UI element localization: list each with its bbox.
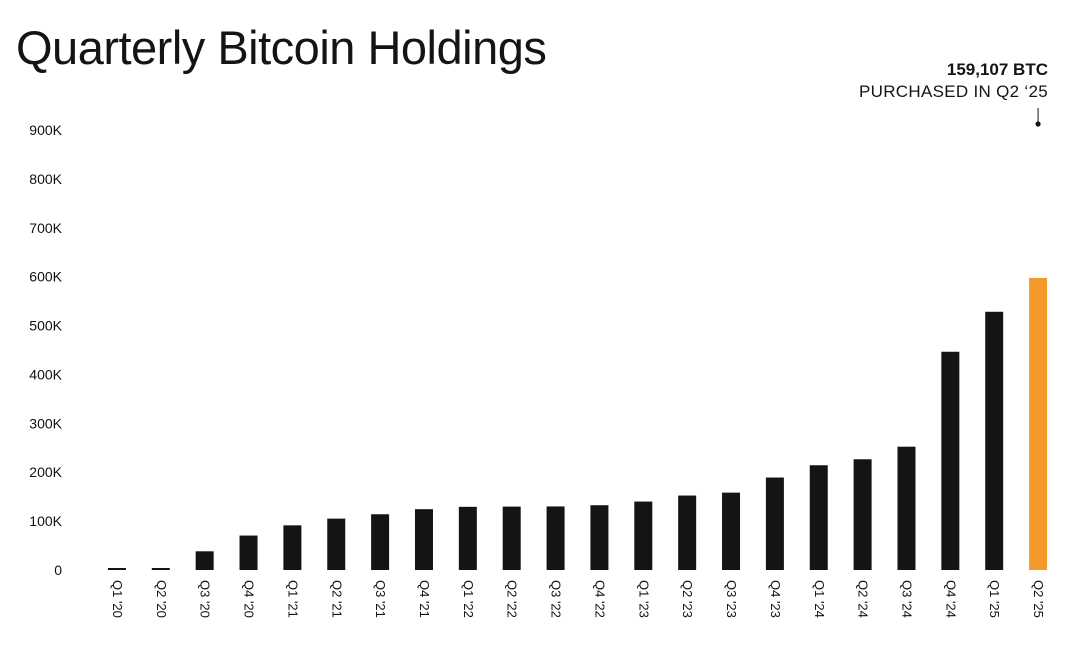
- bar: [239, 535, 258, 570]
- bar: [546, 506, 565, 570]
- bar: [634, 501, 653, 570]
- x-tick-label: Q1 '20: [110, 580, 125, 618]
- x-tick-label: Q2 '23: [680, 580, 695, 618]
- y-tick-label: 300K: [29, 415, 62, 431]
- bar: [590, 505, 609, 570]
- x-tick-label: Q4 '21: [417, 580, 432, 618]
- chart-title: Quarterly Bitcoin Holdings: [16, 21, 547, 74]
- x-tick-label: Q1 '22: [461, 580, 476, 618]
- y-tick-label: 800K: [29, 171, 62, 187]
- x-tick-label: Q3 '23: [724, 580, 739, 618]
- y-tick-label: 500K: [29, 318, 62, 334]
- x-tick-label: Q4 '24: [943, 580, 958, 618]
- bar: [809, 465, 828, 570]
- x-tick-label: Q1 '23: [636, 580, 651, 618]
- annotation-dot: [1035, 121, 1041, 127]
- bar: [853, 459, 872, 570]
- x-tick-label: Q3 '21: [373, 580, 388, 618]
- bar-highlight: [1029, 277, 1048, 570]
- bar: [107, 568, 126, 570]
- x-tick-label: Q2 '20: [154, 580, 169, 618]
- x-tick-label: Q2 '21: [329, 580, 344, 618]
- x-tick-label: Q4 '20: [242, 580, 257, 618]
- x-tick-label: Q1 '25: [987, 580, 1002, 618]
- y-tick-label: 400K: [29, 366, 62, 382]
- y-tick-label: 200K: [29, 464, 62, 480]
- bar: [502, 506, 521, 570]
- bar: [941, 351, 960, 570]
- bars: [107, 277, 1048, 570]
- x-tick-label: Q3 '24: [899, 580, 914, 618]
- x-tick-label: Q3 '20: [198, 580, 213, 618]
- x-tick-label: Q1 '21: [285, 580, 300, 618]
- x-tick-label: Q2 '25: [1031, 580, 1046, 618]
- annotation-marker: [1035, 108, 1041, 127]
- bar: [327, 518, 346, 570]
- y-tick-label: 700K: [29, 220, 62, 236]
- bar: [985, 311, 1004, 570]
- annotation-value: 159,107 BTC: [946, 60, 1048, 79]
- bar: [722, 492, 741, 570]
- annotation-label: PURCHASED IN Q2 ‘25: [859, 82, 1048, 101]
- bar: [371, 514, 390, 570]
- y-tick-label: 600K: [29, 269, 62, 285]
- bar: [897, 446, 916, 570]
- bar: [151, 568, 170, 570]
- x-tick-label: Q4 '23: [768, 580, 783, 618]
- y-tick-label: 900K: [29, 122, 62, 138]
- x-axis: Q1 '20 Q2 '20 Q3 '20 Q4 '20 Q1 '21 Q2 '21 Q3 '…: [110, 580, 1046, 618]
- bar: [678, 495, 697, 570]
- bar: [283, 525, 302, 570]
- y-tick-label: 100K: [29, 513, 62, 529]
- y-axis: 0 100K 200K 300K 400K 500K 600K 700K 800K 900K: [29, 122, 62, 578]
- x-tick-label: Q3 '22: [549, 580, 564, 618]
- bar: [765, 477, 784, 570]
- x-tick-label: Q2 '24: [856, 580, 871, 618]
- bar: [414, 509, 433, 570]
- bar: [458, 506, 477, 570]
- x-tick-label: Q1 '24: [812, 580, 827, 618]
- y-tick-label: 0: [54, 562, 62, 578]
- bar: [195, 551, 214, 570]
- x-tick-label: Q2 '22: [505, 580, 520, 618]
- x-tick-label: Q4 '22: [592, 580, 607, 618]
